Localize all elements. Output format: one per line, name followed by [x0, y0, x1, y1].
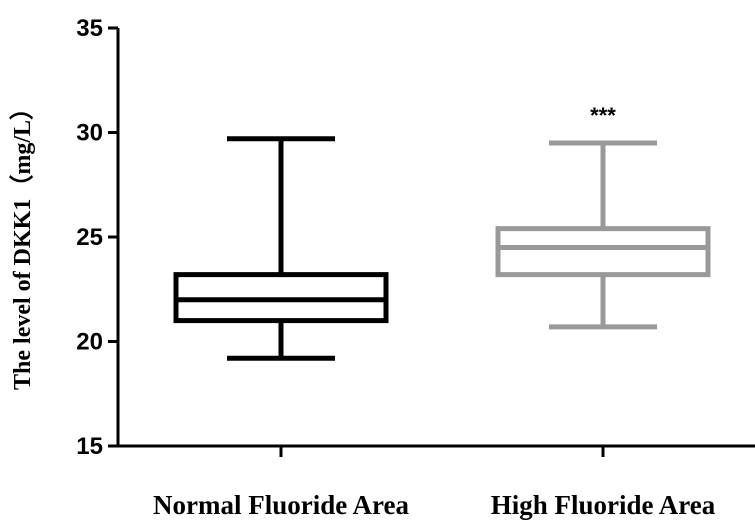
significance-annotation: *** — [590, 103, 616, 128]
y-tick-label: 15 — [76, 433, 103, 460]
y-tick-label: 30 — [76, 120, 103, 147]
box-group: *** — [495, 103, 711, 330]
x-category-label: Normal Fluoride Area — [153, 490, 409, 520]
axes: 15 20 25 30 35 Normal Fluoride Area High Fluor… — [76, 15, 755, 520]
y-tick-label: 35 — [76, 15, 103, 42]
y-tick-label: 20 — [76, 329, 103, 356]
x-category-label: High Fluoride Area — [491, 490, 716, 520]
y-axis-title: The level of DKK1（mg/L） — [9, 96, 36, 390]
iqr-box — [495, 226, 711, 278]
box-group — [173, 136, 389, 361]
y-tick-label: 25 — [76, 224, 103, 251]
boxes: *** — [173, 103, 711, 361]
